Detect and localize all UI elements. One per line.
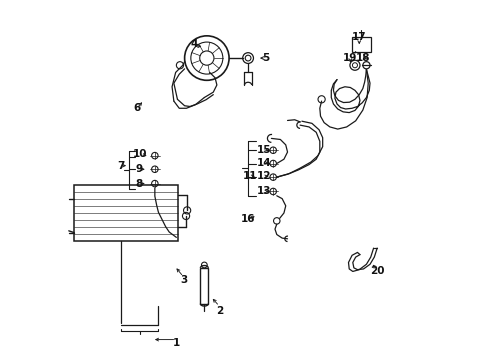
Text: 12: 12	[257, 171, 271, 181]
Text: 7: 7	[117, 161, 124, 171]
Text: 18: 18	[355, 53, 369, 63]
Bar	[74, 185, 178, 241]
Text: 8: 8	[135, 179, 142, 189]
Text: 1: 1	[172, 338, 180, 348]
Text: 4: 4	[190, 39, 198, 49]
Bar	[200, 268, 208, 304]
Text: 5: 5	[262, 53, 269, 63]
Text: 2: 2	[215, 306, 223, 316]
Text: 10: 10	[133, 149, 147, 159]
Text: 19: 19	[343, 53, 357, 63]
Text: 11: 11	[242, 171, 257, 181]
Bar	[351, 37, 370, 51]
Text: 20: 20	[369, 266, 384, 276]
Text: 14: 14	[256, 158, 271, 168]
Text: 3: 3	[180, 275, 187, 285]
Text: 9: 9	[135, 164, 142, 174]
Text: 15: 15	[257, 144, 271, 154]
Text: 13: 13	[257, 186, 271, 197]
Text: 6: 6	[133, 103, 140, 113]
Text: 17: 17	[351, 32, 366, 41]
Text: 16: 16	[241, 215, 255, 224]
